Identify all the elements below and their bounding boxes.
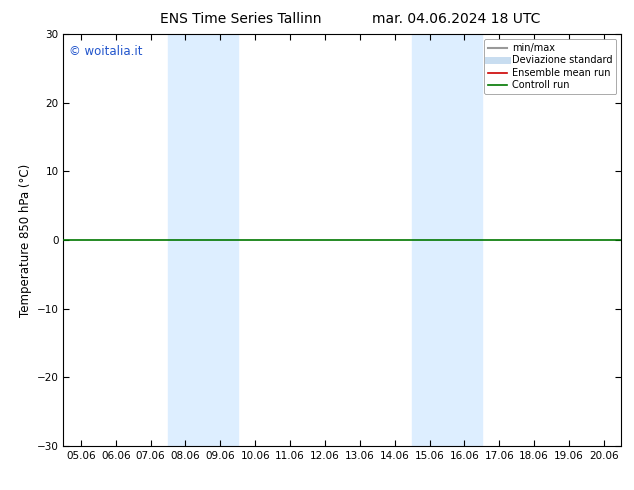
Bar (168, 34, 238, 446)
Bar (412, 34, 482, 446)
Y-axis label: Temperature 850 hPa (°C): Temperature 850 hPa (°C) (20, 164, 32, 317)
Text: © woitalia.it: © woitalia.it (69, 45, 143, 58)
Legend: min/max, Deviazione standard, Ensemble mean run, Controll run: min/max, Deviazione standard, Ensemble m… (484, 39, 616, 94)
Text: ENS Time Series Tallinn: ENS Time Series Tallinn (160, 12, 321, 26)
Text: mar. 04.06.2024 18 UTC: mar. 04.06.2024 18 UTC (372, 12, 541, 26)
